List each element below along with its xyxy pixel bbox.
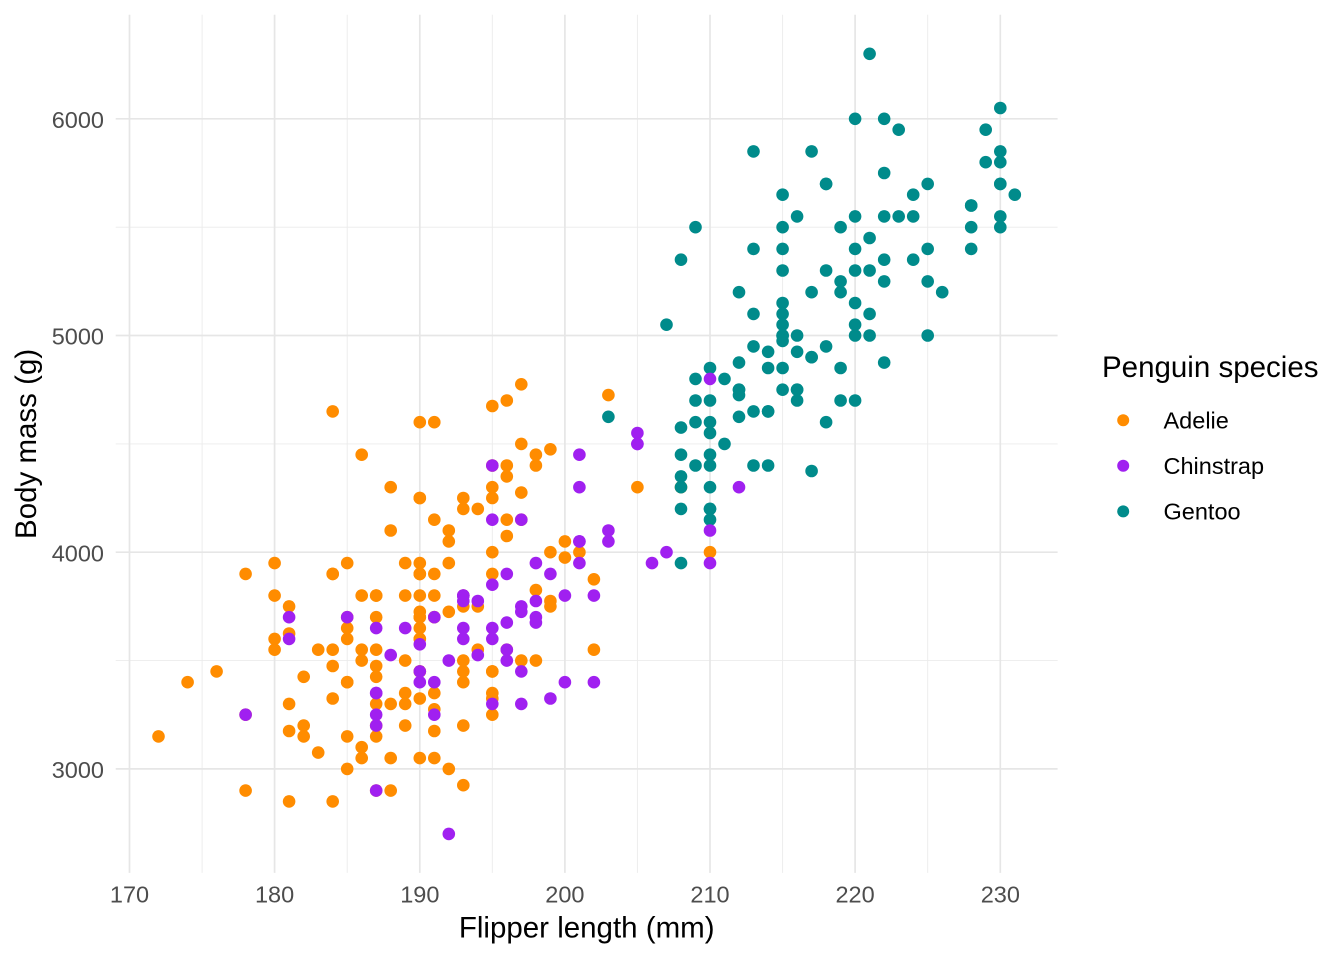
svg-text:230: 230 — [981, 882, 1020, 908]
svg-text:Adelie: Adelie — [1164, 408, 1229, 434]
svg-text:5000: 5000 — [52, 324, 104, 350]
svg-text:Penguin species: Penguin species — [1102, 351, 1318, 384]
svg-text:Body mass (g): Body mass (g) — [10, 349, 43, 539]
svg-text:180: 180 — [255, 882, 294, 908]
svg-text:200: 200 — [545, 882, 584, 908]
svg-text:220: 220 — [835, 882, 874, 908]
svg-text:170: 170 — [110, 882, 149, 908]
svg-text:Flipper length (mm): Flipper length (mm) — [459, 912, 715, 945]
svg-text:Chinstrap: Chinstrap — [1164, 453, 1265, 479]
svg-text:6000: 6000 — [52, 107, 104, 133]
svg-text:3000: 3000 — [52, 757, 104, 783]
svg-text:190: 190 — [400, 882, 439, 908]
svg-text:4000: 4000 — [52, 540, 104, 566]
svg-text:210: 210 — [690, 882, 729, 908]
svg-text:Gentoo: Gentoo — [1164, 499, 1241, 525]
